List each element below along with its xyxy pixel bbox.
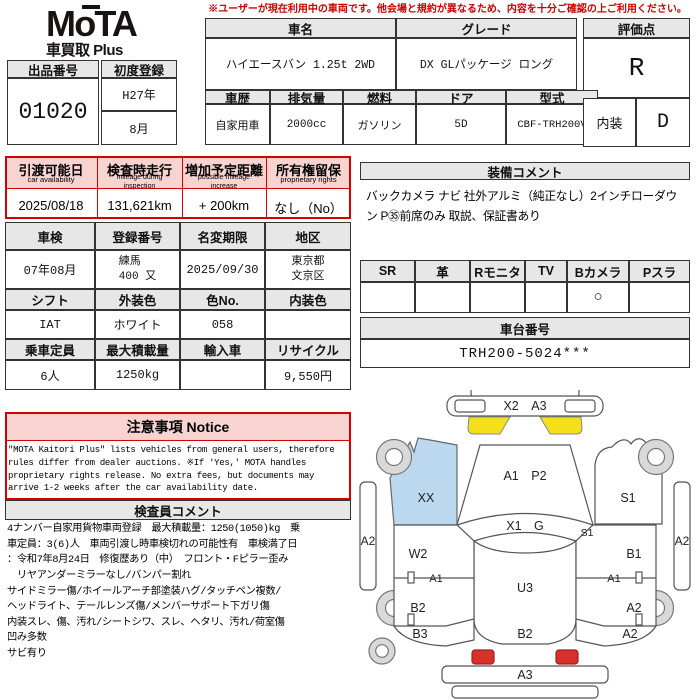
svg-text:B1: B1 bbox=[626, 547, 641, 561]
svg-text:A1: A1 bbox=[429, 573, 442, 585]
svg-text:X1 G: X1 G bbox=[506, 519, 544, 533]
svg-text:S1: S1 bbox=[620, 491, 635, 505]
svg-text:A2: A2 bbox=[626, 601, 641, 615]
svg-text:A1: A1 bbox=[607, 573, 620, 585]
svg-text:W2: W2 bbox=[409, 547, 428, 561]
svg-text:A2: A2 bbox=[675, 534, 690, 548]
svg-text:S1: S1 bbox=[581, 527, 594, 539]
svg-text:A2: A2 bbox=[622, 627, 637, 641]
svg-text:A2: A2 bbox=[361, 534, 376, 548]
svg-text:A3: A3 bbox=[517, 668, 532, 682]
svg-text:X2 A3: X2 A3 bbox=[503, 399, 546, 413]
svg-text:XX: XX bbox=[418, 491, 435, 505]
svg-text:U3: U3 bbox=[517, 581, 533, 595]
svg-text:B2: B2 bbox=[517, 627, 532, 641]
svg-text:B2: B2 bbox=[410, 601, 425, 615]
svg-text:A1 P2: A1 P2 bbox=[503, 469, 546, 483]
svg-text:B3: B3 bbox=[412, 627, 427, 641]
